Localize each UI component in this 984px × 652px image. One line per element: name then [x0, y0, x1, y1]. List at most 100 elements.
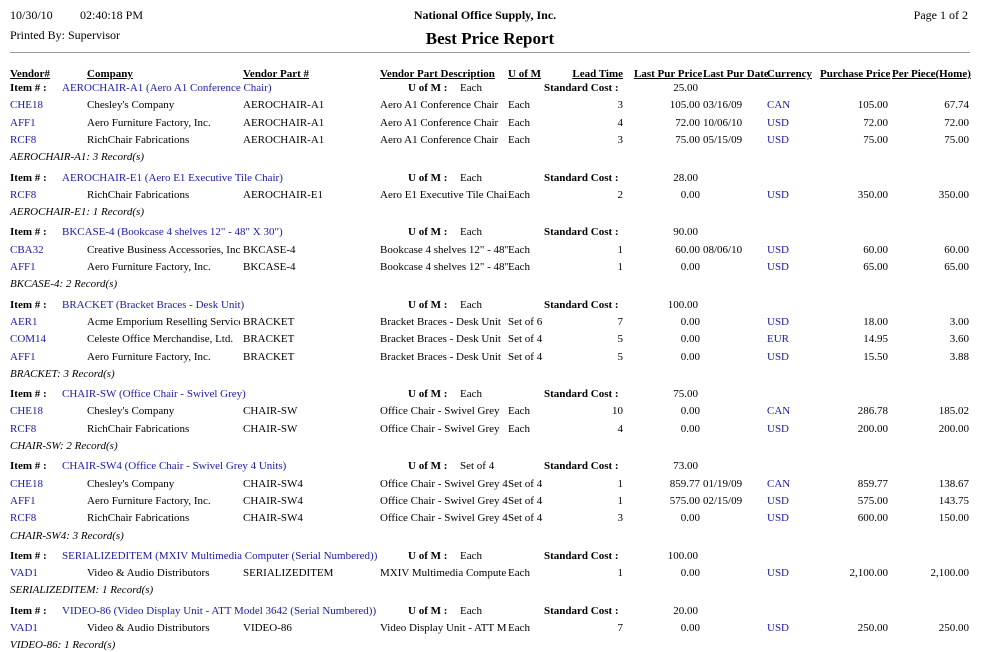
last-purchase-price: 0.00: [680, 315, 700, 328]
vendor-id: VAD1: [10, 567, 38, 580]
last-purchase-date: 10/06/10: [703, 116, 743, 129]
currency: USD: [767, 622, 790, 634]
company: RichChair Fabrications: [87, 422, 190, 435]
per-piece-price: 72.00: [944, 116, 969, 129]
item-uom: Each: [460, 549, 482, 562]
unit-of-measure: Each: [508, 243, 530, 256]
standard-cost: 28.00: [673, 171, 698, 184]
vendor-id: AFF1: [10, 116, 36, 129]
purchase-price: 2,100.00: [849, 567, 889, 580]
vendor-id: CHE18: [10, 99, 43, 112]
vendor-id: RCF8: [10, 133, 37, 146]
vendor-part: AEROCHAIR-A1: [243, 116, 325, 129]
column-header: Per Piece(Home): [892, 68, 971, 80]
purchase-price: 65.00: [863, 261, 888, 273]
uom-label: U of M :: [408, 460, 448, 473]
last-purchase-date: 03/16/09: [703, 99, 743, 112]
part-description: Video Display Unit - ATT M: [380, 622, 507, 634]
company: RichChair Fabrications: [87, 188, 190, 201]
part-description: Aero E1 Executive Tile Chair: [380, 188, 508, 201]
printed-by: Printed By: Supervisor: [10, 28, 120, 42]
per-piece-price: 60.00: [944, 243, 969, 256]
last-purchase-price: 0.00: [680, 261, 700, 273]
lead-time: 4: [617, 116, 624, 129]
currency: USD: [767, 116, 790, 129]
page-number: Page 1 of 2: [913, 8, 968, 22]
item-label: Item # :: [10, 82, 47, 94]
currency: USD: [767, 512, 790, 525]
last-purchase-price: 0.00: [680, 512, 700, 525]
last-purchase-price: 575.00: [669, 494, 700, 507]
uom-label: U of M :: [408, 298, 448, 311]
item-name: AEROCHAIR-A1 (Aero A1 Conference Chair): [62, 82, 272, 94]
lead-time: 1: [617, 494, 624, 507]
unit-of-measure: Set of 4: [508, 512, 543, 525]
part-description: Bookcase 4 shelves 12" - 48": [380, 261, 508, 273]
per-piece-price: 75.00: [944, 133, 969, 146]
vendor-id: RCF8: [10, 422, 37, 435]
currency: USD: [767, 261, 790, 273]
last-purchase-price: 60.00: [675, 243, 700, 256]
lead-time: 7: [617, 622, 624, 634]
per-piece-price: 150.00: [938, 512, 969, 525]
vendor-part: VIDEO-86: [243, 622, 292, 634]
part-description: Aero A1 Conference Chair: [380, 99, 499, 112]
vendor-id: RCF8: [10, 188, 37, 201]
part-description: Office Chair - Swivel Grey 4 U: [380, 494, 508, 507]
column-header: Vendor Part Description: [380, 68, 495, 80]
lead-time: 4: [617, 422, 624, 435]
item-name: SERIALIZEDITEM (MXIV Multimedia Computer…: [62, 549, 378, 562]
company-name: National Office Supply, Inc.: [413, 8, 557, 22]
vendor-part: BKCASE-4: [243, 261, 296, 273]
vendor-id: VAD1: [10, 622, 38, 634]
group-footer: CHAIR-SW4: 3 Record(s): [10, 529, 124, 542]
per-piece-price: 250.00: [938, 622, 969, 634]
standard-cost: 90.00: [673, 226, 698, 239]
standard-cost: 73.00: [673, 460, 698, 473]
lead-time: 7: [617, 315, 624, 328]
standard-cost: 75.00: [673, 388, 698, 401]
company: Chesley's Company: [87, 99, 175, 112]
company: Aero Furniture Factory, Inc.: [87, 116, 211, 129]
last-purchase-date: 08/06/10: [703, 243, 743, 256]
company: RichChair Fabrications: [87, 512, 190, 525]
lead-time: 5: [617, 333, 624, 346]
part-description: Office Chair - Swivel Grey: [380, 422, 500, 435]
column-header: Last Pur Price: [634, 68, 703, 80]
vendor-id: CHE18: [10, 405, 43, 418]
lead-time: 3: [617, 512, 624, 525]
vendor-part: BRACKET: [243, 333, 295, 346]
company: RichChair Fabrications: [87, 133, 190, 146]
cost-label: Standard Cost :: [544, 226, 619, 239]
per-piece-price: 67.74: [944, 99, 969, 112]
item-uom: Each: [460, 298, 482, 311]
cost-label: Standard Cost :: [544, 82, 619, 94]
currency: USD: [767, 133, 790, 146]
group-footer: BRACKET: 3 Record(s): [10, 367, 115, 380]
vendor-part: AEROCHAIR-A1: [243, 99, 325, 112]
cost-label: Standard Cost :: [544, 171, 619, 184]
last-purchase-price: 0.00: [680, 567, 700, 580]
part-description: Office Chair - Swivel Grey 4 U: [380, 477, 508, 490]
vendor-part: CHAIR-SW: [243, 405, 298, 418]
purchase-price: 72.00: [863, 116, 888, 129]
company: Aero Furniture Factory, Inc.: [87, 350, 211, 363]
vendor-id: AFF1: [10, 261, 36, 273]
last-purchase-price: 0.00: [680, 350, 700, 363]
vendor-part: BKCASE-4: [243, 243, 296, 256]
item-uom: Each: [460, 388, 482, 401]
part-description: Bracket Braces - Desk Unit: [380, 315, 501, 328]
part-description: Office Chair - Swivel Grey: [380, 405, 500, 418]
cost-label: Standard Cost :: [544, 460, 619, 473]
vendor-part: CHAIR-SW4: [243, 512, 303, 525]
group-footer: AEROCHAIR-E1: 1 Record(s): [10, 206, 144, 219]
item-uom: Each: [460, 604, 482, 617]
lead-time: 3: [617, 133, 624, 146]
unit-of-measure: Each: [508, 261, 530, 273]
uom-label: U of M :: [408, 549, 448, 562]
last-purchase-price: 72.00: [675, 116, 700, 129]
currency: USD: [767, 350, 790, 363]
unit-of-measure: Each: [508, 116, 530, 129]
standard-cost: 100.00: [667, 298, 698, 311]
